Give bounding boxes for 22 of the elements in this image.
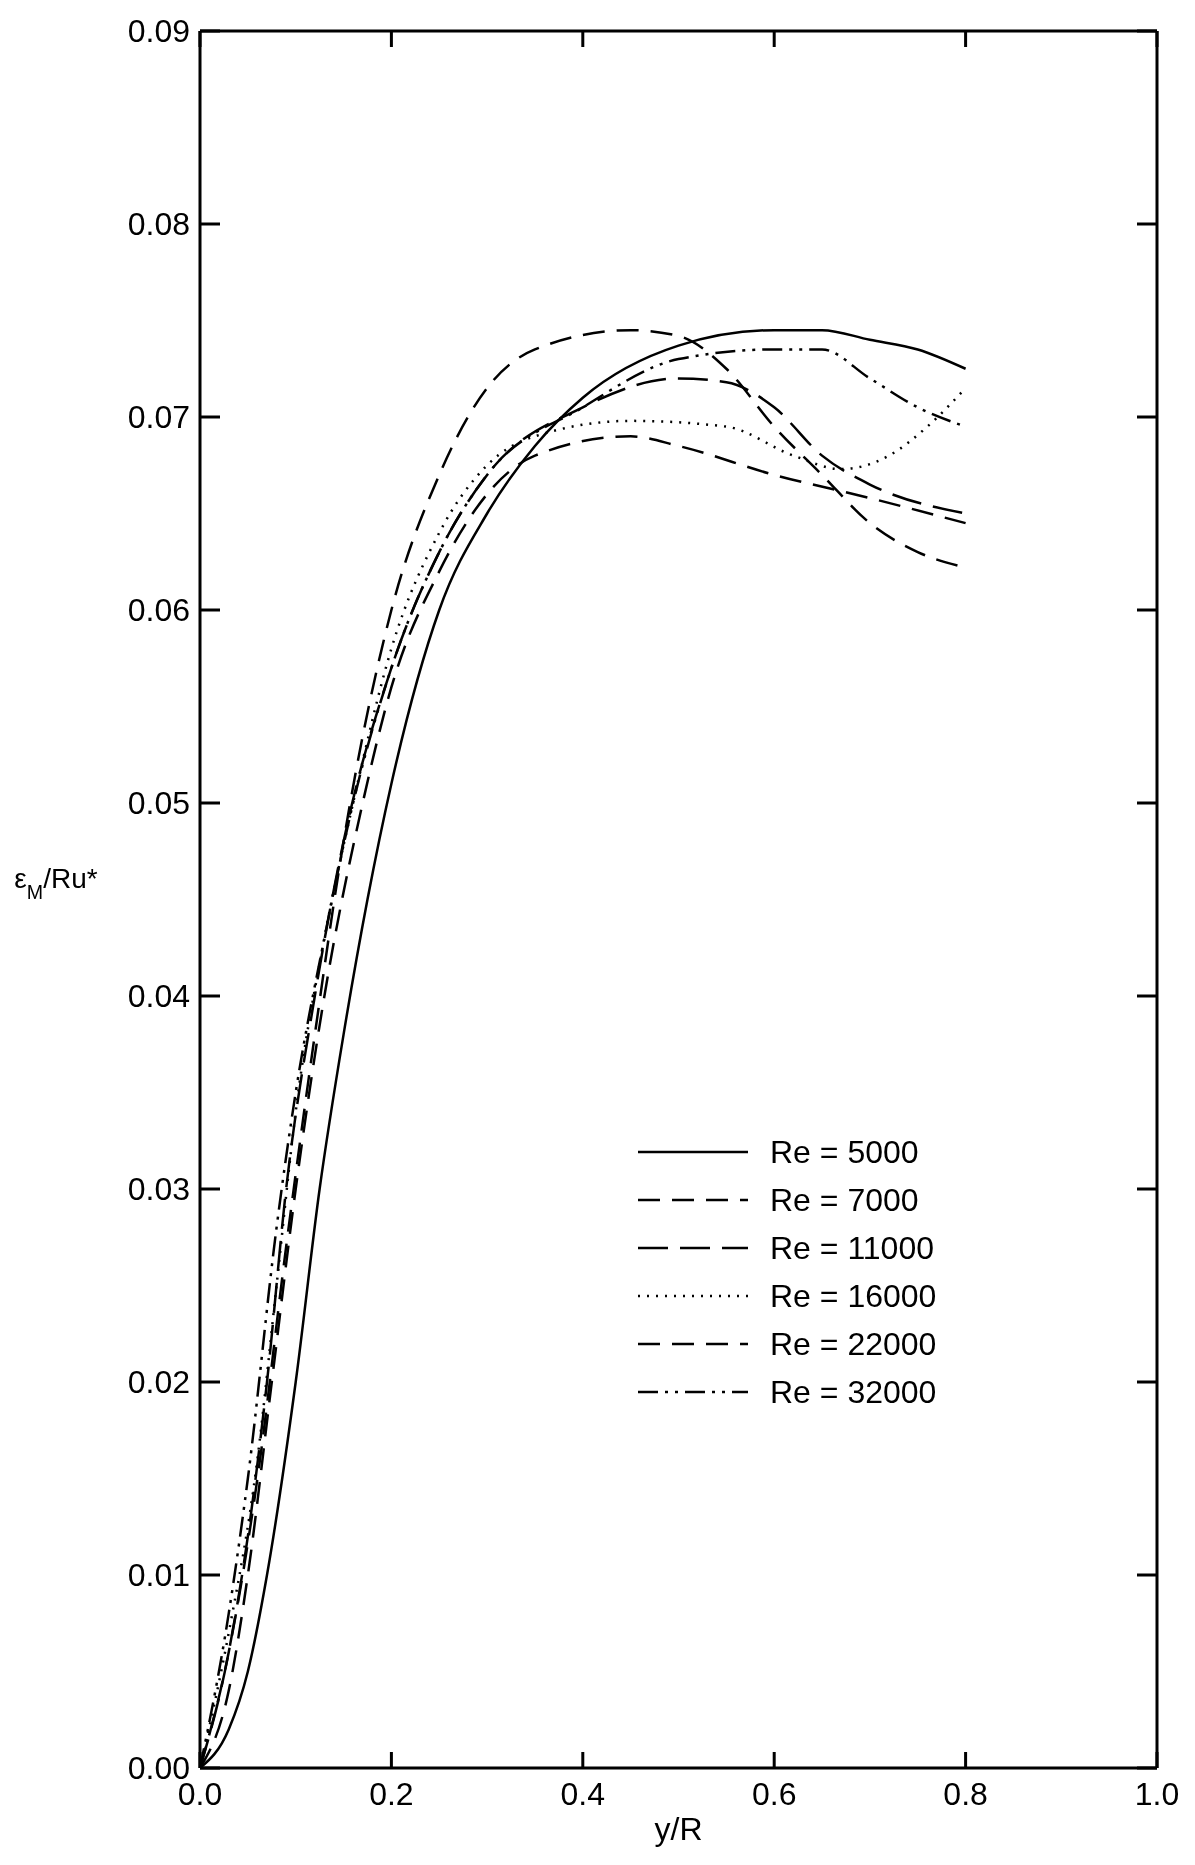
y-tick-label: 0.02 [127, 1364, 190, 1401]
legend-label: Re = 7000 [770, 1181, 919, 1219]
y-axis-title: ε$_{M}$/Ru* [14, 863, 98, 903]
x-tick-label: 0.6 [751, 1775, 797, 1812]
legend-label: Re = 5000 [770, 1133, 919, 1171]
y-tick-label: 0.07 [127, 399, 190, 436]
y-tick-label: 0.09 [127, 13, 190, 50]
x-tick-label: 0.2 [369, 1775, 414, 1812]
y-tick-label: 0.03 [127, 1171, 190, 1208]
x-tick-label: 0.8 [943, 1775, 988, 1812]
legend-label: Re = 11000 [770, 1229, 934, 1267]
legend-label: Re = 22000 [770, 1325, 937, 1363]
legend-label: Re = 16000 [770, 1277, 937, 1315]
y-tick-label: 0.05 [127, 785, 190, 822]
x-tick-label: 0.4 [560, 1775, 606, 1812]
y-tick-label: 0.06 [127, 592, 190, 629]
legend-label: Re = 32000 [770, 1373, 937, 1411]
y-tick-label: 0.01 [127, 1557, 190, 1594]
x-axis-title: y/R [654, 1811, 703, 1847]
y-tick-label: 0.04 [127, 978, 190, 1015]
x-tick-label: 1.0 [1134, 1775, 1180, 1812]
y-tick-label: 0.08 [127, 206, 190, 243]
